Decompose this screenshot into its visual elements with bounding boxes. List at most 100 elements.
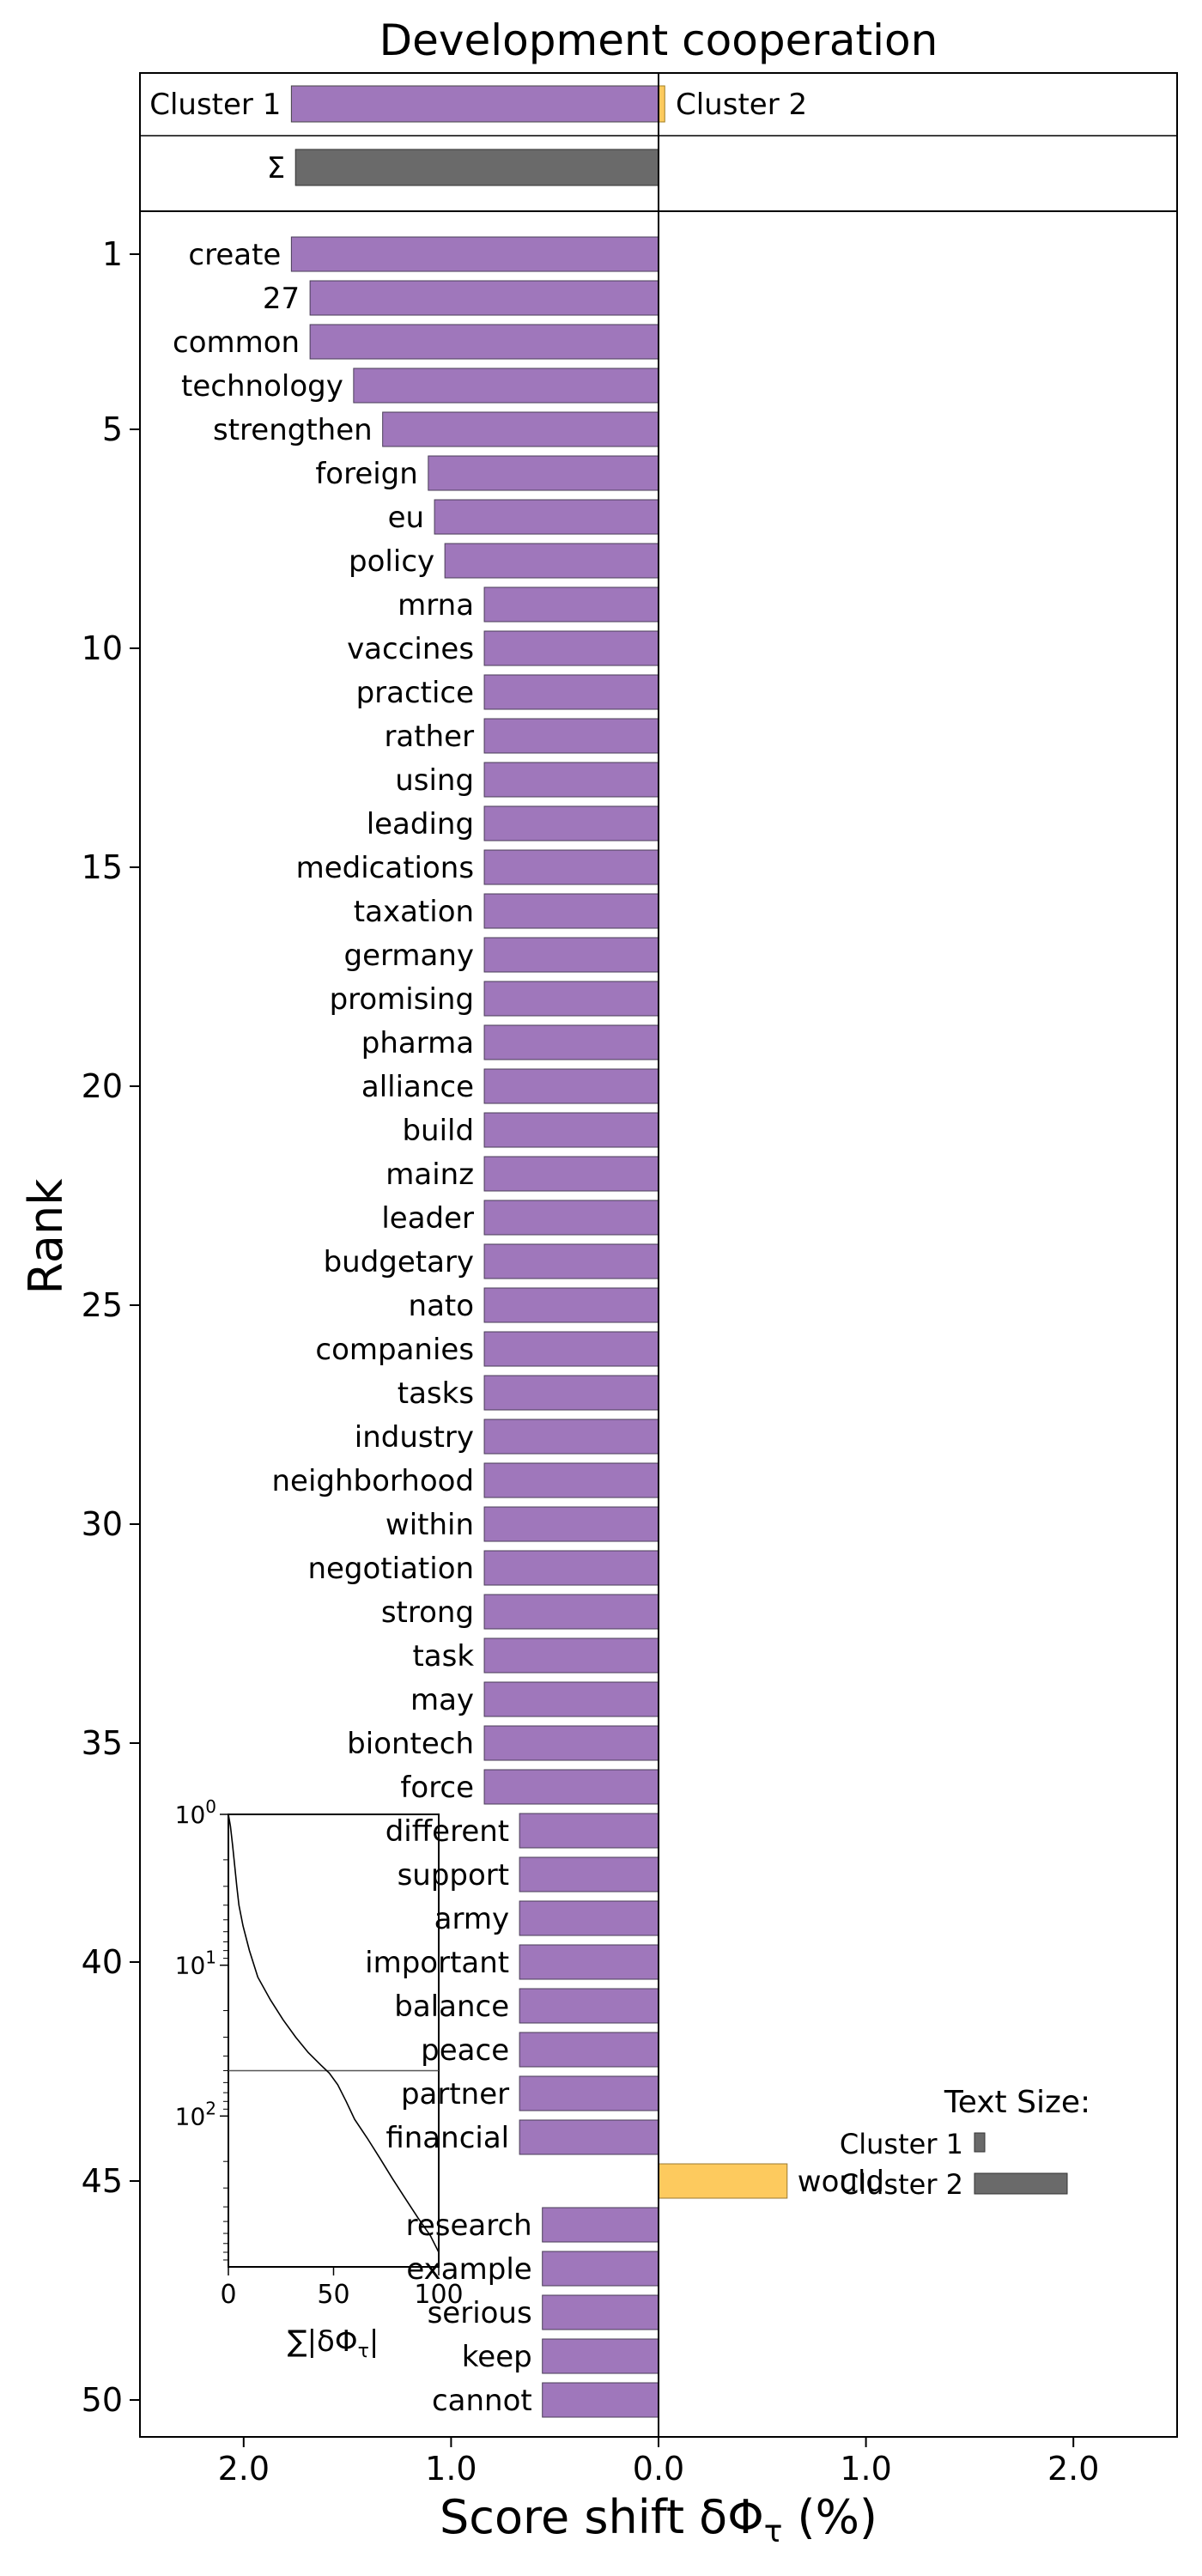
inset-x-tick-label-50: 50 bbox=[317, 2280, 349, 2310]
bar-support bbox=[519, 1856, 659, 1893]
bar-vaccines bbox=[483, 630, 659, 666]
inset-cumulative-line bbox=[228, 1814, 440, 2253]
bar-common bbox=[309, 324, 659, 360]
bar-pharma bbox=[483, 1024, 659, 1060]
word-label-army: army bbox=[434, 1902, 509, 1936]
bar-strong bbox=[483, 1594, 659, 1630]
summary-bars: Cluster 1 Cluster 2 Σ bbox=[149, 73, 807, 211]
main-panel-frame bbox=[139, 210, 1178, 2438]
word-label-would: would bbox=[798, 2165, 884, 2199]
word-label-leader: leader bbox=[381, 1201, 474, 1236]
bar-taxation bbox=[483, 893, 659, 929]
inset-y-tick-label-1: 101 bbox=[175, 1947, 216, 1980]
bar-negotiation bbox=[483, 1550, 659, 1586]
inset-y-tick-base-1: 10 bbox=[175, 1952, 206, 1980]
bar-example bbox=[542, 2251, 659, 2287]
bar-technology bbox=[353, 368, 659, 404]
word-label-create: create bbox=[188, 238, 281, 272]
x-tick-label-1: 1.0 bbox=[425, 2450, 477, 2488]
bar-medications bbox=[483, 849, 659, 885]
word-label-rather: rather bbox=[384, 720, 474, 754]
summary-label-cluster2: Cluster 2 bbox=[676, 88, 807, 122]
word-label-research: research bbox=[406, 2208, 532, 2243]
inset-y-tick-label-0: 100 bbox=[175, 1796, 216, 1829]
bar-partner bbox=[519, 2075, 659, 2111]
word-label-leading: leading bbox=[367, 807, 474, 841]
word-label-technology: technology bbox=[181, 369, 343, 404]
y-tick-label-25: 25 bbox=[82, 1286, 123, 1324]
word-label-cannot: cannot bbox=[432, 2384, 532, 2418]
y-tick-label-1: 1 bbox=[102, 235, 123, 273]
word-label-peace: peace bbox=[421, 2033, 509, 2068]
x-axis-label-subscript: τ bbox=[764, 2514, 783, 2549]
y-tick-label-5: 5 bbox=[102, 410, 123, 448]
bar-mainz bbox=[483, 1156, 659, 1192]
summary-bar-sum bbox=[294, 149, 659, 186]
word-label-task: task bbox=[412, 1639, 474, 1674]
text-size-legend-title: Text Size: bbox=[944, 2085, 1090, 2120]
bar-practice bbox=[483, 674, 659, 710]
bar-serious bbox=[542, 2294, 659, 2330]
bar-strengthen bbox=[382, 411, 659, 447]
y-tick-label-20: 20 bbox=[82, 1067, 123, 1105]
bar-germany bbox=[483, 937, 659, 973]
text-size-legend-cluster1-label: Cluster 1 bbox=[840, 2128, 963, 2160]
word-label-biontech: biontech bbox=[347, 1727, 474, 1761]
summary-label-cluster1: Cluster 1 bbox=[149, 88, 281, 122]
inset-x-axis-label-subscript: τ bbox=[358, 2341, 369, 2362]
word-label-partner: partner bbox=[401, 2077, 509, 2111]
bar-eu bbox=[434, 499, 659, 535]
word-label-taxation: taxation bbox=[354, 895, 474, 929]
bar-different bbox=[519, 1813, 659, 1849]
word-label-companies: companies bbox=[315, 1333, 474, 1367]
y-axis-label: Rank bbox=[19, 1178, 73, 1295]
bar-foreign bbox=[428, 455, 659, 491]
word-label-different: different bbox=[385, 1814, 509, 1849]
x-axis-label-unit: (%) bbox=[782, 2490, 877, 2544]
inset-x-axis-label-end: | bbox=[369, 2324, 379, 2359]
bar-neighborhood bbox=[483, 1462, 659, 1498]
bar-nato bbox=[483, 1287, 659, 1323]
bar-rather bbox=[483, 718, 659, 754]
x-tick-label-0: 2.0 bbox=[218, 2450, 270, 2488]
bar-alliance bbox=[483, 1068, 659, 1104]
word-label-alliance: alliance bbox=[361, 1070, 474, 1104]
bar-biontech bbox=[483, 1725, 659, 1761]
inset-x-tick-label-0: 0 bbox=[220, 2280, 236, 2310]
bar-build bbox=[483, 1112, 659, 1148]
x-axis-label: Score shift δΦτ (%) bbox=[440, 2490, 877, 2549]
text-size-legend: Text Size: Cluster 1 Cluster 2 bbox=[840, 2085, 1090, 2201]
word-label-policy: policy bbox=[349, 544, 434, 579]
text-size-legend-cluster2-bar bbox=[974, 2172, 1068, 2195]
x-axis-label-main: Score shift δΦ bbox=[440, 2490, 764, 2544]
word-label-medications: medications bbox=[296, 851, 474, 885]
bar-army bbox=[519, 1900, 659, 1936]
bar-may bbox=[483, 1681, 659, 1717]
word-label-vaccines: vaccines bbox=[347, 632, 474, 666]
y-tick-label-50: 50 bbox=[82, 2381, 123, 2419]
summary-label-sum: Σ bbox=[267, 151, 285, 185]
word-label-eu: eu bbox=[388, 501, 424, 535]
word-label-important: important bbox=[365, 1946, 509, 1980]
y-tick-label-10: 10 bbox=[82, 629, 123, 667]
word-label-within: within bbox=[385, 1508, 474, 1542]
x-tick-label-2: 0.0 bbox=[633, 2450, 684, 2488]
word-label-tasks: tasks bbox=[398, 1376, 474, 1411]
inset-y-tick-base-2: 10 bbox=[175, 2102, 206, 2130]
bar-industry bbox=[483, 1419, 659, 1455]
inset-y-tick-base-0: 10 bbox=[175, 1801, 206, 1829]
word-label-promising: promising bbox=[330, 982, 474, 1017]
bar-mrna bbox=[483, 586, 659, 623]
word-label-strong: strong bbox=[381, 1595, 474, 1630]
inset-x-tick-label-100: 100 bbox=[414, 2280, 463, 2310]
word-label-germany: germany bbox=[344, 939, 475, 973]
word-label-serious: serious bbox=[428, 2296, 532, 2330]
bar-tasks bbox=[483, 1375, 659, 1411]
word-label-build: build bbox=[402, 1114, 474, 1148]
bar-peace bbox=[519, 2032, 659, 2068]
inset-x-axis-label-main: ∑|δΦ bbox=[288, 2324, 358, 2359]
bar-using bbox=[483, 762, 659, 798]
word-label-pharma: pharma bbox=[361, 1026, 474, 1060]
y-tick-label-35: 35 bbox=[82, 1724, 123, 1762]
